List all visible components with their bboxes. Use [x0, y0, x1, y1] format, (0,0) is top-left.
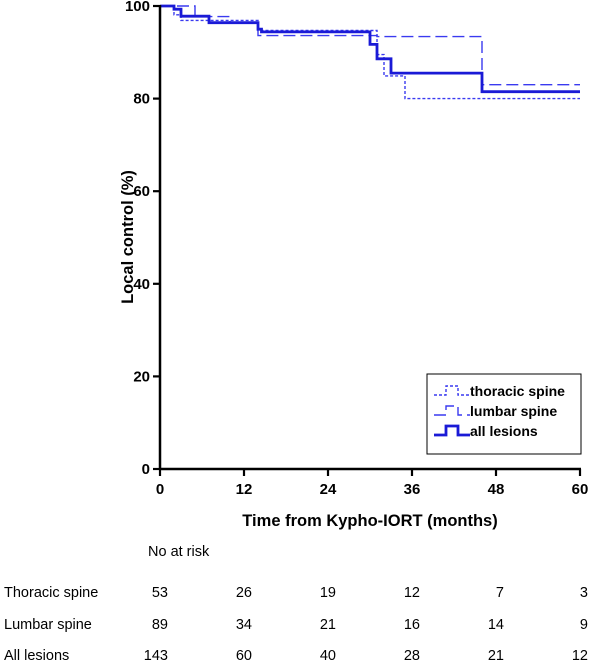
- series-line-all-lesions: [160, 4, 580, 94]
- y-tick-label: 100: [125, 0, 150, 15]
- risk-value: 28: [404, 648, 420, 662]
- legend-swatch-thoracic-spine: [434, 385, 470, 396]
- risk-value: 21: [488, 648, 504, 662]
- y-tick-label: 40: [133, 276, 150, 293]
- risk-value: 34: [236, 617, 252, 633]
- risk-value: 40: [320, 648, 336, 662]
- series-layer: [160, 4, 580, 100]
- legend-swatch-all-lesions: [434, 424, 470, 437]
- risk-value: 143: [144, 648, 168, 662]
- y-tick-label: 0: [142, 461, 150, 478]
- axes-layer: 0 20 40 60 80 100 0 12 24 36 48 60: [125, 0, 588, 498]
- x-tick-label: 48: [488, 481, 505, 498]
- risk-row-label: Lumbar spine: [4, 617, 92, 633]
- risk-value: 14: [488, 617, 504, 633]
- risk-value: 3: [580, 585, 588, 601]
- risk-value: 19: [320, 585, 336, 601]
- risk-table: No at risk Thoracic spine 53 26 19 12 7 3 Lumba…: [4, 544, 588, 662]
- legend-label: thoracic spine: [470, 383, 565, 399]
- risk-value: 53: [152, 585, 168, 601]
- legend: thoracic spine lumbar spine all lesions: [426, 373, 582, 455]
- risk-row-label: All lesions: [4, 648, 69, 662]
- x-axis-title: Time from Kypho-IORT (months): [242, 512, 497, 530]
- risk-value: 26: [236, 585, 252, 601]
- legend-label: all lesions: [470, 423, 538, 439]
- risk-value: 7: [496, 585, 504, 601]
- risk-value: 12: [572, 648, 588, 662]
- x-tick-label: 36: [404, 481, 421, 498]
- x-tick-label: 24: [320, 481, 337, 498]
- risk-row-label: Thoracic spine: [4, 585, 98, 601]
- legend-label: lumbar spine: [470, 403, 557, 419]
- risk-table-header: No at risk: [148, 544, 210, 560]
- x-tick-label: 60: [572, 481, 589, 498]
- y-tick-label: 60: [133, 183, 150, 200]
- legend-box: [426, 373, 582, 455]
- y-tick-label: 80: [133, 91, 150, 108]
- risk-value: 9: [580, 617, 588, 633]
- risk-value: 21: [320, 617, 336, 633]
- y-tick-label: 20: [133, 368, 150, 385]
- risk-value: 16: [404, 617, 420, 633]
- x-tick-label: 12: [236, 481, 253, 498]
- legend-swatch-lumbar-spine: [434, 405, 470, 416]
- risk-value: 89: [152, 617, 168, 633]
- risk-value: 12: [404, 585, 420, 601]
- risk-value: 60: [236, 648, 252, 662]
- y-axis-title: Local control (%): [119, 170, 137, 304]
- x-tick-label: 0: [156, 481, 164, 498]
